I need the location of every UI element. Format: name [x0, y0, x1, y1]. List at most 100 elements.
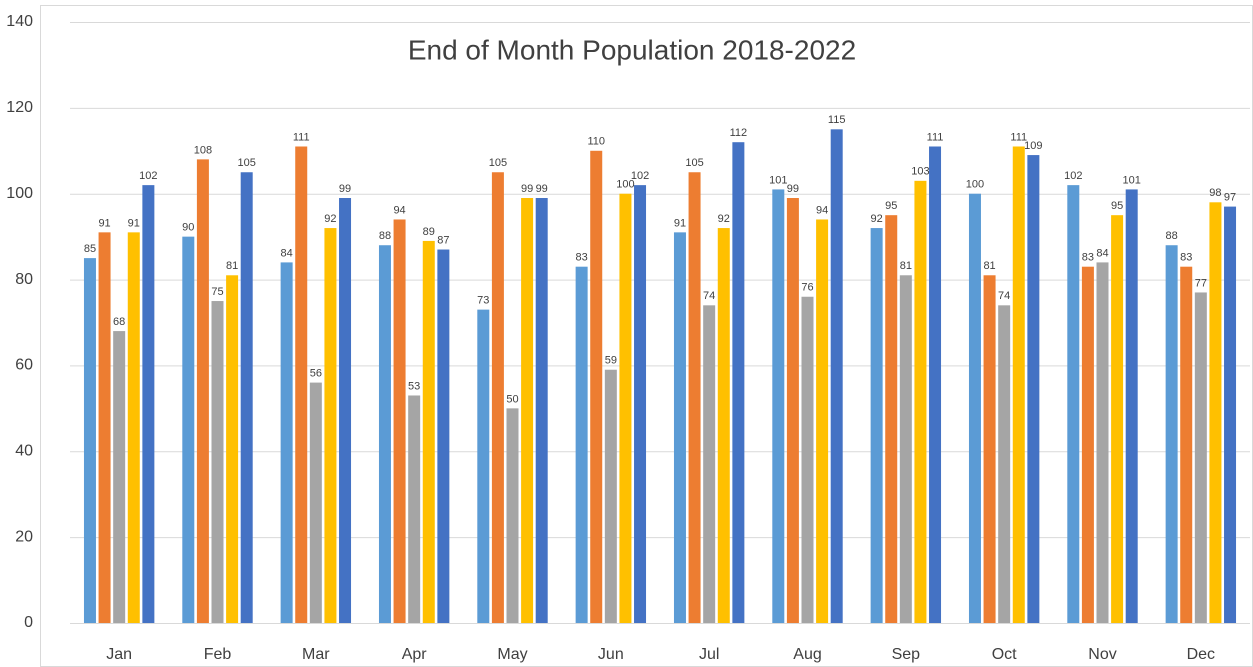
data-label: 108 [194, 144, 212, 156]
bar [142, 185, 155, 623]
bar [226, 275, 239, 623]
bar [211, 301, 224, 623]
data-label: 56 [310, 368, 322, 380]
chart-title: End of Month Population 2018-2022 [408, 34, 856, 65]
bar [1165, 245, 1178, 623]
data-label: 50 [506, 393, 518, 405]
bar [1012, 146, 1025, 623]
bar [899, 275, 912, 623]
x-tick-label: Jun [598, 646, 624, 663]
y-tick-label: 140 [6, 13, 33, 30]
data-label: 75 [211, 286, 223, 298]
bar [240, 172, 253, 623]
bar [590, 150, 603, 624]
bar [98, 232, 111, 623]
bar [1111, 215, 1124, 623]
y-tick-label: 0 [24, 614, 33, 631]
bar [816, 219, 829, 623]
data-label: 74 [998, 290, 1010, 302]
bar [535, 198, 548, 623]
bar [182, 236, 195, 623]
bar [914, 180, 927, 624]
data-label: 101 [769, 174, 787, 186]
data-label: 99 [339, 183, 351, 195]
y-tick-label: 80 [15, 271, 33, 288]
bar [801, 296, 814, 623]
bar [491, 172, 504, 623]
bar [619, 193, 632, 623]
data-label: 112 [730, 127, 748, 139]
bar [477, 309, 490, 623]
bar [1067, 185, 1080, 623]
data-label: 84 [281, 247, 293, 259]
bar [968, 193, 981, 623]
data-label: 85 [84, 243, 96, 255]
y-tick-label: 40 [15, 443, 33, 460]
bar [521, 198, 534, 623]
data-label: 87 [437, 234, 449, 246]
bar [717, 228, 730, 624]
bar [998, 305, 1011, 623]
bar [673, 232, 686, 623]
x-tick-label: Jul [699, 646, 719, 663]
bar [1081, 266, 1094, 623]
bar [295, 146, 308, 623]
data-label: 110 [587, 136, 605, 148]
bar [506, 408, 519, 623]
data-label: 115 [828, 114, 846, 126]
data-label: 53 [408, 380, 420, 392]
bar [408, 395, 421, 623]
data-label: 99 [536, 183, 548, 195]
x-tick-label: May [497, 646, 527, 663]
data-label: 111 [927, 131, 944, 143]
bar [339, 198, 352, 623]
bar [604, 369, 617, 623]
bar [688, 172, 701, 623]
data-label: 91 [98, 217, 110, 229]
x-tick-label: Apr [402, 646, 428, 663]
x-tick-label: Mar [302, 646, 330, 663]
data-label: 89 [423, 226, 435, 238]
data-label: 88 [379, 230, 391, 242]
data-label: 81 [226, 260, 238, 272]
bar [575, 266, 588, 623]
bar [127, 232, 140, 623]
data-label: 109 [1024, 140, 1042, 152]
data-label: 92 [324, 213, 336, 225]
bar [196, 159, 209, 623]
bar [870, 228, 883, 624]
data-label: 102 [139, 170, 157, 182]
bar [422, 240, 435, 623]
x-tick-label: Dec [1187, 646, 1215, 663]
bar [393, 219, 406, 623]
data-label: 94 [816, 204, 828, 216]
data-label: 103 [911, 166, 929, 178]
data-label: 102 [1064, 170, 1082, 182]
bar [786, 198, 799, 623]
bar [83, 258, 96, 623]
data-label: 77 [1195, 277, 1207, 289]
x-tick-label: Jan [106, 646, 132, 663]
data-label: 102 [631, 170, 649, 182]
bar [929, 146, 942, 623]
data-label: 68 [113, 316, 125, 328]
data-label: 91 [674, 217, 686, 229]
data-label: 105 [685, 157, 703, 169]
x-tick-label: Aug [793, 646, 821, 663]
data-label: 88 [1166, 230, 1178, 242]
data-label: 91 [128, 217, 140, 229]
bar [703, 305, 716, 623]
bar [983, 275, 996, 623]
bar [1194, 292, 1207, 623]
bar [732, 142, 745, 623]
bar [1027, 155, 1040, 624]
data-label: 95 [885, 200, 897, 212]
bar [1125, 189, 1138, 623]
data-label: 73 [477, 295, 489, 307]
data-label: 97 [1224, 191, 1236, 203]
data-label: 81 [900, 260, 912, 272]
x-tick-label: Feb [204, 646, 232, 663]
data-label: 83 [576, 252, 588, 264]
data-label: 98 [1209, 187, 1221, 199]
